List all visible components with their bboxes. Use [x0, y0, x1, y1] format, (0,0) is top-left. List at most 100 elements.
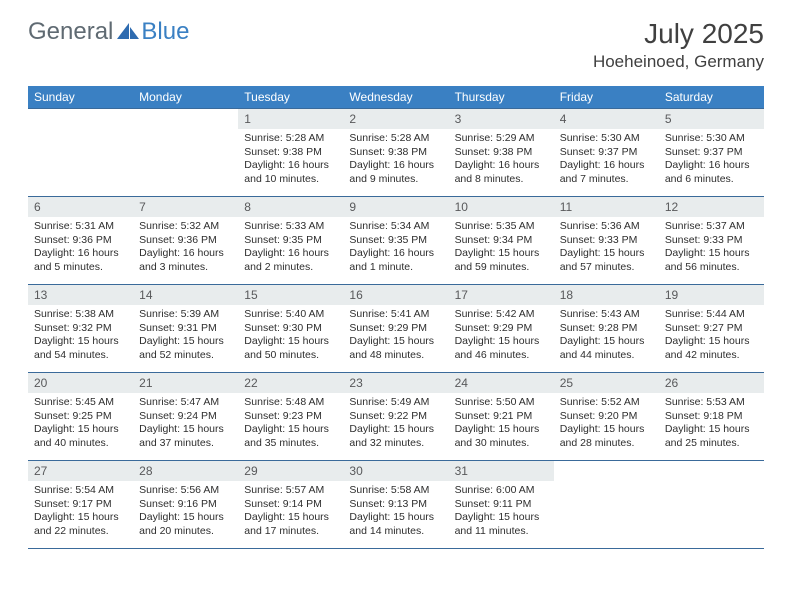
day-number: 2: [343, 109, 448, 129]
day-cell: 7Sunrise: 5:32 AMSunset: 9:36 PMDaylight…: [133, 197, 238, 285]
sunrise-text: Sunrise: 5:30 AM: [665, 132, 758, 146]
daylight-text: Daylight: 15 hours and 20 minutes.: [139, 511, 232, 538]
day-number: 24: [449, 373, 554, 393]
day-details: Sunrise: 5:29 AMSunset: 9:38 PMDaylight:…: [449, 129, 554, 191]
sunrise-text: Sunrise: 5:58 AM: [349, 484, 442, 498]
sunset-text: Sunset: 9:33 PM: [560, 234, 653, 248]
daylight-text: Daylight: 16 hours and 10 minutes.: [244, 159, 337, 186]
day-number: 5: [659, 109, 764, 129]
day-details: Sunrise: 5:30 AMSunset: 9:37 PMDaylight:…: [554, 129, 659, 191]
sunrise-text: Sunrise: 5:38 AM: [34, 308, 127, 322]
weekday-header: Wednesday: [343, 86, 448, 109]
day-number: 17: [449, 285, 554, 305]
calendar-row: 1Sunrise: 5:28 AMSunset: 9:38 PMDaylight…: [28, 109, 764, 197]
day-details: Sunrise: 5:43 AMSunset: 9:28 PMDaylight:…: [554, 305, 659, 367]
day-details: Sunrise: 5:37 AMSunset: 9:33 PMDaylight:…: [659, 217, 764, 279]
day-number: 28: [133, 461, 238, 481]
day-details: Sunrise: 5:41 AMSunset: 9:29 PMDaylight:…: [343, 305, 448, 367]
day-details: Sunrise: 5:31 AMSunset: 9:36 PMDaylight:…: [28, 217, 133, 279]
day-number: 14: [133, 285, 238, 305]
empty-cell: [554, 461, 659, 549]
title-block: July 2025 Hoeheinoed, Germany: [593, 18, 764, 72]
day-number: 9: [343, 197, 448, 217]
weekday-header-row: SundayMondayTuesdayWednesdayThursdayFrid…: [28, 86, 764, 109]
day-details: Sunrise: 5:34 AMSunset: 9:35 PMDaylight:…: [343, 217, 448, 279]
daylight-text: Daylight: 15 hours and 40 minutes.: [34, 423, 127, 450]
day-number: 15: [238, 285, 343, 305]
calendar-row: 20Sunrise: 5:45 AMSunset: 9:25 PMDayligh…: [28, 373, 764, 461]
empty-cell: [28, 109, 133, 197]
sunset-text: Sunset: 9:23 PM: [244, 410, 337, 424]
day-cell: 26Sunrise: 5:53 AMSunset: 9:18 PMDayligh…: [659, 373, 764, 461]
daylight-text: Daylight: 16 hours and 6 minutes.: [665, 159, 758, 186]
sunrise-text: Sunrise: 5:57 AM: [244, 484, 337, 498]
sunset-text: Sunset: 9:28 PM: [560, 322, 653, 336]
sunrise-text: Sunrise: 5:43 AM: [560, 308, 653, 322]
sunrise-text: Sunrise: 5:47 AM: [139, 396, 232, 410]
sunrise-text: Sunrise: 5:31 AM: [34, 220, 127, 234]
sunset-text: Sunset: 9:31 PM: [139, 322, 232, 336]
day-cell: 15Sunrise: 5:40 AMSunset: 9:30 PMDayligh…: [238, 285, 343, 373]
sunset-text: Sunset: 9:30 PM: [244, 322, 337, 336]
sunrise-text: Sunrise: 5:53 AM: [665, 396, 758, 410]
day-number: 31: [449, 461, 554, 481]
sunset-text: Sunset: 9:34 PM: [455, 234, 548, 248]
daylight-text: Daylight: 15 hours and 14 minutes.: [349, 511, 442, 538]
day-cell: 20Sunrise: 5:45 AMSunset: 9:25 PMDayligh…: [28, 373, 133, 461]
day-cell: 2Sunrise: 5:28 AMSunset: 9:38 PMDaylight…: [343, 109, 448, 197]
day-number: 21: [133, 373, 238, 393]
daylight-text: Daylight: 16 hours and 1 minute.: [349, 247, 442, 274]
calendar-table: SundayMondayTuesdayWednesdayThursdayFrid…: [28, 86, 764, 549]
sunset-text: Sunset: 9:13 PM: [349, 498, 442, 512]
day-cell: 1Sunrise: 5:28 AMSunset: 9:38 PMDaylight…: [238, 109, 343, 197]
sunset-text: Sunset: 9:38 PM: [349, 146, 442, 160]
daylight-text: Daylight: 15 hours and 50 minutes.: [244, 335, 337, 362]
day-number: 16: [343, 285, 448, 305]
daylight-text: Daylight: 15 hours and 25 minutes.: [665, 423, 758, 450]
sunrise-text: Sunrise: 5:29 AM: [455, 132, 548, 146]
day-cell: 28Sunrise: 5:56 AMSunset: 9:16 PMDayligh…: [133, 461, 238, 549]
day-details: Sunrise: 5:28 AMSunset: 9:38 PMDaylight:…: [343, 129, 448, 191]
weekday-header: Monday: [133, 86, 238, 109]
sunrise-text: Sunrise: 5:36 AM: [560, 220, 653, 234]
day-details: Sunrise: 5:30 AMSunset: 9:37 PMDaylight:…: [659, 129, 764, 191]
day-details: Sunrise: 5:40 AMSunset: 9:30 PMDaylight:…: [238, 305, 343, 367]
day-details: Sunrise: 5:38 AMSunset: 9:32 PMDaylight:…: [28, 305, 133, 367]
sunset-text: Sunset: 9:24 PM: [139, 410, 232, 424]
weekday-header: Tuesday: [238, 86, 343, 109]
daylight-text: Daylight: 15 hours and 35 minutes.: [244, 423, 337, 450]
day-cell: 29Sunrise: 5:57 AMSunset: 9:14 PMDayligh…: [238, 461, 343, 549]
day-number: 4: [554, 109, 659, 129]
sunrise-text: Sunrise: 5:33 AM: [244, 220, 337, 234]
sunset-text: Sunset: 9:22 PM: [349, 410, 442, 424]
day-cell: 31Sunrise: 6:00 AMSunset: 9:11 PMDayligh…: [449, 461, 554, 549]
header: General Blue July 2025 Hoeheinoed, Germa…: [0, 0, 792, 78]
daylight-text: Daylight: 16 hours and 8 minutes.: [455, 159, 548, 186]
day-details: Sunrise: 5:33 AMSunset: 9:35 PMDaylight:…: [238, 217, 343, 279]
day-cell: 11Sunrise: 5:36 AMSunset: 9:33 PMDayligh…: [554, 197, 659, 285]
day-number: 25: [554, 373, 659, 393]
daylight-text: Daylight: 15 hours and 54 minutes.: [34, 335, 127, 362]
day-cell: 6Sunrise: 5:31 AMSunset: 9:36 PMDaylight…: [28, 197, 133, 285]
sunset-text: Sunset: 9:37 PM: [560, 146, 653, 160]
daylight-text: Daylight: 15 hours and 44 minutes.: [560, 335, 653, 362]
daylight-text: Daylight: 15 hours and 56 minutes.: [665, 247, 758, 274]
sunset-text: Sunset: 9:18 PM: [665, 410, 758, 424]
sunset-text: Sunset: 9:20 PM: [560, 410, 653, 424]
daylight-text: Daylight: 15 hours and 46 minutes.: [455, 335, 548, 362]
daylight-text: Daylight: 15 hours and 59 minutes.: [455, 247, 548, 274]
day-number: 12: [659, 197, 764, 217]
day-cell: 12Sunrise: 5:37 AMSunset: 9:33 PMDayligh…: [659, 197, 764, 285]
empty-cell: [133, 109, 238, 197]
logo-text-general: General: [28, 18, 113, 46]
day-cell: 22Sunrise: 5:48 AMSunset: 9:23 PMDayligh…: [238, 373, 343, 461]
calendar-row: 6Sunrise: 5:31 AMSunset: 9:36 PMDaylight…: [28, 197, 764, 285]
day-details: Sunrise: 5:57 AMSunset: 9:14 PMDaylight:…: [238, 481, 343, 543]
daylight-text: Daylight: 16 hours and 2 minutes.: [244, 247, 337, 274]
sunrise-text: Sunrise: 5:34 AM: [349, 220, 442, 234]
daylight-text: Daylight: 16 hours and 5 minutes.: [34, 247, 127, 274]
location: Hoeheinoed, Germany: [593, 52, 764, 72]
daylight-text: Daylight: 15 hours and 30 minutes.: [455, 423, 548, 450]
sunset-text: Sunset: 9:25 PM: [34, 410, 127, 424]
daylight-text: Daylight: 16 hours and 9 minutes.: [349, 159, 442, 186]
